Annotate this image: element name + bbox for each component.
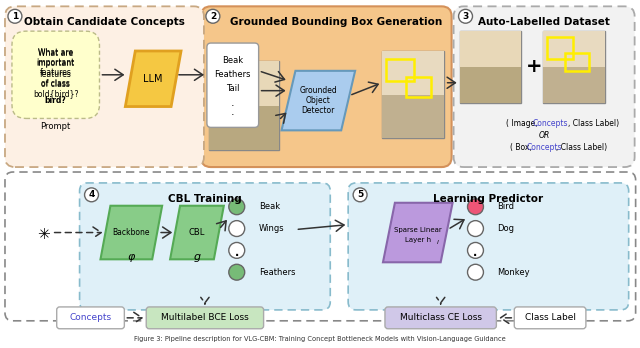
Text: 5: 5 (357, 190, 364, 199)
FancyBboxPatch shape (12, 31, 99, 118)
Bar (460, 67, 521, 103)
Text: Beak: Beak (259, 202, 280, 211)
Text: 1: 1 (12, 12, 18, 21)
Polygon shape (170, 206, 224, 259)
Text: LLM: LLM (143, 74, 163, 84)
FancyBboxPatch shape (454, 6, 635, 167)
Text: Prompt: Prompt (40, 122, 71, 131)
Text: 2: 2 (210, 12, 216, 21)
Bar (209, 61, 278, 150)
Text: What are
important
features
of class
bold{bird}?: What are important features of class bol… (33, 48, 79, 98)
Text: , Class Label): , Class Label) (568, 119, 619, 128)
Circle shape (206, 9, 220, 23)
Polygon shape (282, 71, 355, 130)
Circle shape (228, 243, 244, 258)
Polygon shape (383, 203, 452, 262)
Text: ( Image,: ( Image, (506, 119, 540, 128)
Text: bird?: bird? (45, 96, 67, 105)
Circle shape (84, 188, 99, 202)
FancyBboxPatch shape (79, 183, 330, 310)
FancyBboxPatch shape (385, 307, 497, 329)
Text: g: g (193, 252, 200, 262)
Text: .: . (231, 108, 235, 118)
Text: Obtain Candidate Concepts: Obtain Candidate Concepts (24, 17, 185, 27)
FancyBboxPatch shape (207, 43, 259, 127)
Circle shape (8, 9, 22, 23)
Text: l: l (437, 240, 438, 245)
Bar (386, 59, 414, 81)
Text: What are
important
features
of class: What are important features of class (36, 49, 75, 89)
Text: Tail: Tail (226, 84, 239, 93)
Text: Figure 3: Pipeline description for VLG-CBM: Training Concept Bottleneck Models w: Figure 3: Pipeline description for VLG-C… (134, 336, 506, 342)
FancyBboxPatch shape (348, 183, 628, 310)
Text: ✳: ✳ (37, 227, 50, 242)
Text: 3: 3 (463, 12, 468, 21)
Bar (543, 31, 605, 103)
Bar (382, 51, 444, 138)
Polygon shape (100, 206, 162, 259)
Text: Learning Predictor: Learning Predictor (433, 194, 543, 204)
FancyBboxPatch shape (57, 307, 124, 329)
Bar (382, 51, 444, 95)
Circle shape (468, 199, 483, 215)
Bar (547, 37, 573, 59)
Circle shape (228, 264, 244, 280)
Circle shape (353, 188, 367, 202)
Text: CBL: CBL (189, 228, 205, 237)
Circle shape (228, 199, 244, 215)
Text: Grounded Bounding Box Generation: Grounded Bounding Box Generation (230, 17, 442, 27)
Text: 4: 4 (88, 190, 95, 199)
Text: Class Label: Class Label (525, 313, 575, 322)
Text: φ: φ (127, 252, 135, 262)
Text: OR: OR (538, 131, 550, 140)
Text: +: + (526, 57, 543, 76)
FancyBboxPatch shape (515, 307, 586, 329)
FancyBboxPatch shape (146, 307, 264, 329)
Bar (460, 31, 521, 103)
Text: Concepts: Concepts (70, 313, 111, 322)
Bar (460, 31, 521, 67)
Circle shape (228, 221, 244, 237)
Text: Feathers: Feathers (214, 70, 251, 79)
Bar (565, 53, 589, 71)
Text: Dog: Dog (497, 224, 515, 233)
Bar (543, 67, 605, 103)
Text: Multiclass CE Loss: Multiclass CE Loss (399, 313, 482, 322)
Bar (209, 105, 278, 150)
Circle shape (468, 264, 483, 280)
Text: Layer h: Layer h (404, 237, 431, 244)
Bar (543, 31, 605, 67)
Text: Auto-Labelled Dataset: Auto-Labelled Dataset (478, 17, 610, 27)
Text: Backbone: Backbone (113, 228, 150, 237)
Text: Monkey: Monkey (497, 268, 530, 277)
Bar (209, 61, 278, 105)
Text: .: . (234, 241, 240, 260)
FancyBboxPatch shape (201, 6, 452, 167)
Circle shape (459, 9, 472, 23)
Text: CBL Training: CBL Training (168, 194, 242, 204)
Text: .: . (231, 97, 235, 108)
Circle shape (468, 221, 483, 237)
Bar (406, 77, 431, 97)
Text: Beak: Beak (222, 56, 243, 65)
Bar (382, 95, 444, 138)
Text: , Class Label): , Class Label) (556, 143, 607, 152)
FancyBboxPatch shape (5, 6, 204, 167)
Text: Bird: Bird (497, 202, 515, 211)
Text: .: . (472, 241, 479, 260)
Text: ( Box,: ( Box, (510, 143, 534, 152)
Text: Sparse Linear: Sparse Linear (394, 227, 442, 232)
FancyBboxPatch shape (5, 172, 636, 321)
Text: Multilabel BCE Loss: Multilabel BCE Loss (161, 313, 249, 322)
Text: Grounded
Object
Detector: Grounded Object Detector (300, 86, 337, 116)
Text: Concepts: Concepts (532, 119, 568, 128)
Text: Concepts: Concepts (526, 143, 562, 152)
Polygon shape (125, 51, 181, 106)
Text: Wings: Wings (259, 224, 284, 233)
Circle shape (468, 243, 483, 258)
Text: Feathers: Feathers (259, 268, 295, 277)
